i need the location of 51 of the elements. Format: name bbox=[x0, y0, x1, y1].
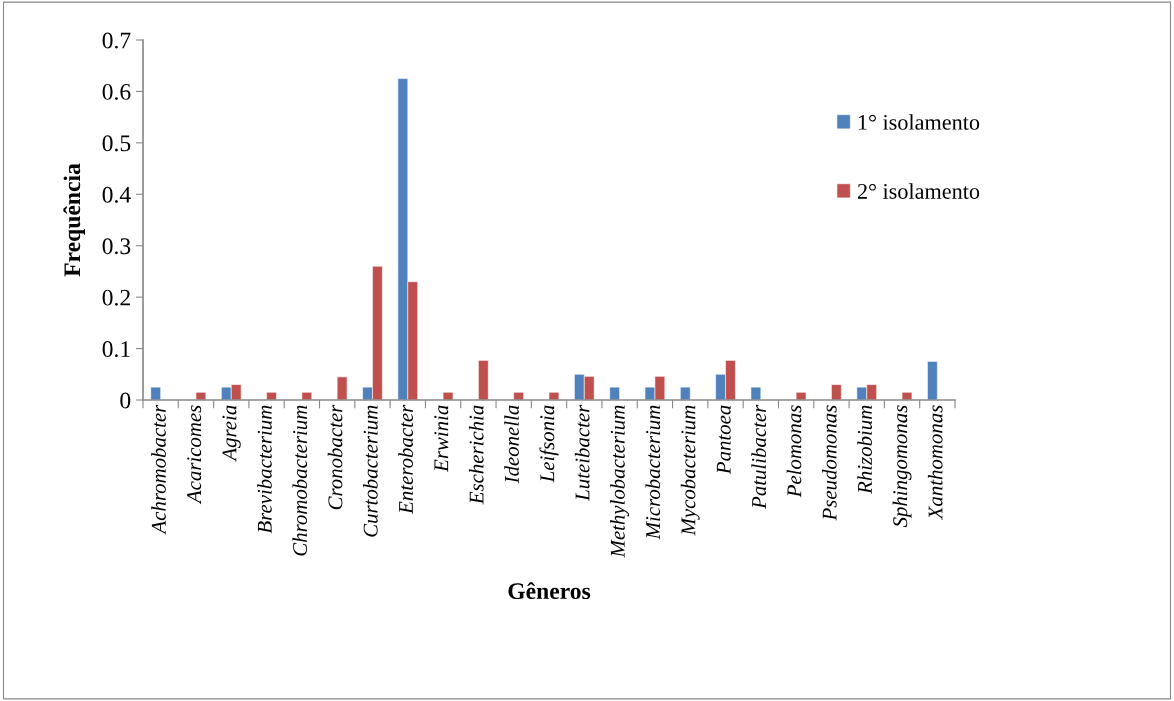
bar bbox=[336, 376, 348, 400]
x-tick-label: Acaricomes bbox=[187, 405, 202, 505]
bar bbox=[150, 386, 161, 400]
x-tick-label: Methylobacterium bbox=[610, 405, 630, 558]
x-tick-label: Xanthomonas bbox=[927, 405, 943, 520]
x-tick-label: Curtobacterium bbox=[363, 405, 378, 537]
x-tick-label: Pantoea bbox=[716, 405, 731, 475]
x-tick-label: Enterobacter bbox=[398, 404, 414, 515]
legend-label: 1° isolamento bbox=[858, 114, 980, 130]
y-tick-label: 0.2 bbox=[102, 289, 130, 306]
bar bbox=[750, 386, 762, 400]
y-tick-label: 0.4 bbox=[102, 186, 131, 203]
bar bbox=[266, 392, 277, 400]
bar bbox=[478, 360, 489, 400]
y-tick-label: 0.5 bbox=[102, 135, 131, 152]
x-tick-label: Microbacterium bbox=[645, 405, 661, 540]
x-tick-label: Erwinia bbox=[434, 405, 449, 473]
y-tick-label: 0.1 bbox=[102, 341, 130, 358]
y-tick-label: 0.7 bbox=[102, 32, 131, 49]
x-tick-label: Ideonella bbox=[504, 405, 519, 484]
x-tick-label: Leifsonia bbox=[539, 405, 559, 483]
x-tick-label: Brevibacterium bbox=[257, 405, 272, 534]
y-axis-title: Frequência bbox=[63, 163, 86, 277]
bar bbox=[548, 392, 560, 400]
bar bbox=[901, 392, 913, 400]
x-tick-label: Luteibacter bbox=[574, 404, 590, 502]
bar bbox=[301, 392, 313, 400]
x-tick-label: Agreia bbox=[222, 405, 241, 462]
y-tick-label: 0 bbox=[120, 392, 131, 409]
y-tick-label: 0.6 bbox=[102, 83, 131, 100]
x-tick-label: Chromobacterium bbox=[292, 405, 308, 556]
x-tick-label: Cronobacter bbox=[327, 404, 343, 510]
y-tick-label: 0.3 bbox=[102, 238, 131, 255]
bar bbox=[795, 392, 807, 400]
bar bbox=[513, 392, 524, 400]
x-tick-label: Rhizobium bbox=[857, 405, 872, 494]
x-tick-label: Escherichia bbox=[468, 405, 484, 505]
x-tick-label: Patulibacter bbox=[751, 404, 767, 509]
bar bbox=[680, 386, 691, 400]
bar bbox=[195, 392, 207, 400]
x-axis-title: Gêneros bbox=[508, 582, 591, 600]
x-tick-label: Pseudomonas bbox=[821, 405, 837, 521]
x-tick-label: Mycobacterium bbox=[680, 405, 700, 536]
bar bbox=[609, 386, 620, 400]
x-tick-label: Achromobacter bbox=[151, 404, 166, 535]
x-tick-label: Sphingomonas bbox=[892, 405, 912, 528]
bar bbox=[831, 384, 842, 400]
x-tick-label: Pelomonas bbox=[786, 405, 802, 498]
bar bbox=[442, 392, 454, 400]
legend-label: 2° isolamento bbox=[857, 183, 980, 199]
bar bbox=[927, 361, 938, 400]
